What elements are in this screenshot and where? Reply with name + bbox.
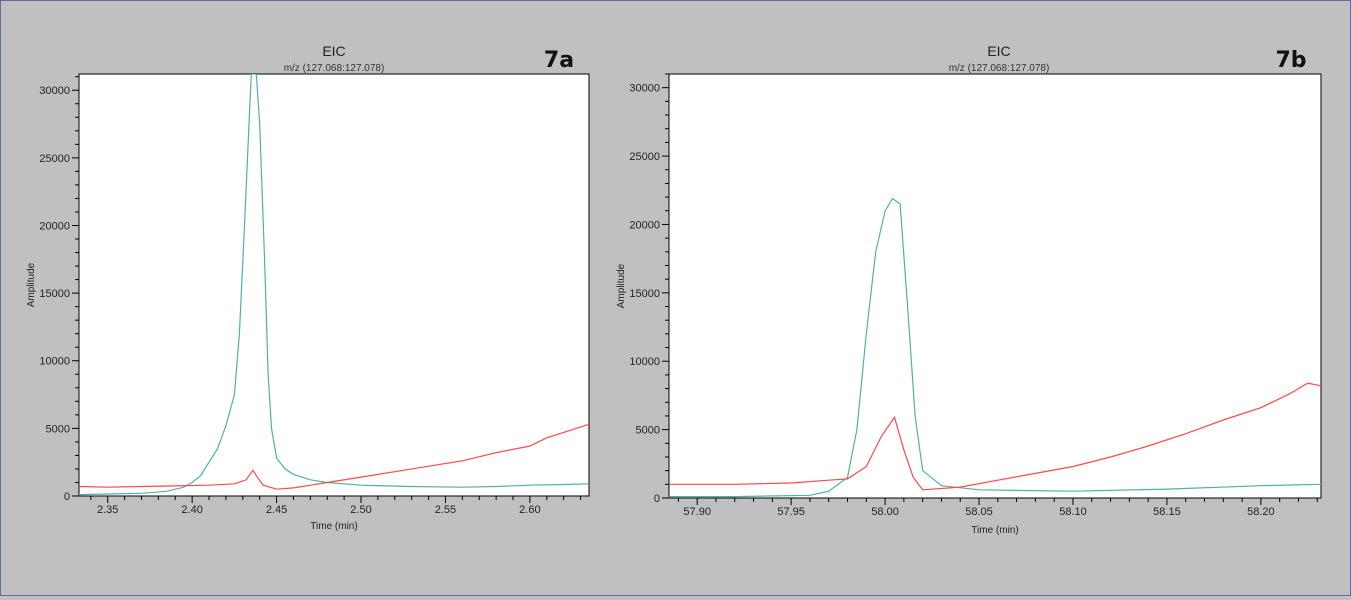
y-tick-label: 15000: [629, 288, 660, 300]
panel-label: 7a: [544, 48, 574, 73]
x-tick-label: 2.60: [519, 504, 540, 516]
x-tick-label: 2.35: [97, 504, 118, 516]
x-axis-label: Time (min): [971, 525, 1018, 536]
y-tick-label: 30000: [629, 83, 660, 95]
series-line-red: [669, 382, 1321, 491]
y-tick-label: 5000: [636, 425, 660, 437]
y-tick-label: 30000: [39, 85, 70, 97]
panel-label: 7b: [1275, 48, 1306, 73]
y-tick-label: 20000: [39, 220, 70, 232]
x-tick-label: 58.05: [965, 506, 993, 518]
y-tick-label: 20000: [629, 219, 660, 231]
plot-area: [668, 73, 1322, 499]
series-line-red: [79, 423, 589, 490]
y-tick-label: 15000: [39, 288, 70, 300]
y-axis-label: Amplitude: [26, 262, 37, 307]
x-tick-label: 58.00: [871, 506, 899, 518]
x-tick-label: 57.90: [683, 506, 711, 518]
series-line-teal: [79, 74, 589, 496]
x-tick-label: 58.10: [1059, 506, 1087, 518]
x-tick-label: 58.20: [1247, 506, 1275, 518]
x-tick-label: 2.45: [266, 504, 287, 516]
x-tick-label: 2.55: [435, 504, 456, 516]
y-tick-label: 5000: [46, 423, 70, 435]
plot-area: [78, 73, 590, 497]
series-line-teal: [669, 197, 1321, 498]
chart-subtitle: m/z (127.068:127.078): [284, 63, 385, 74]
y-tick-label: 0: [654, 493, 660, 505]
x-tick-label: 58.15: [1153, 506, 1181, 518]
y-tick-label: 10000: [39, 356, 70, 368]
x-tick-label: 2.50: [350, 504, 371, 516]
chart-title: EIC: [322, 43, 345, 59]
x-tick-label: 57.95: [777, 506, 805, 518]
y-tick-label: 0: [64, 491, 70, 503]
chart-title: EIC: [987, 43, 1010, 59]
chart-subtitle: m/z (127.068:127.078): [949, 63, 1050, 74]
x-axis-label: Time (min): [310, 521, 357, 532]
y-tick-label: 25000: [39, 153, 70, 165]
y-axis-label: Amplitude: [616, 263, 627, 308]
y-tick-label: 10000: [629, 356, 660, 368]
x-tick-label: 2.40: [181, 504, 202, 516]
y-tick-label: 25000: [629, 151, 660, 163]
